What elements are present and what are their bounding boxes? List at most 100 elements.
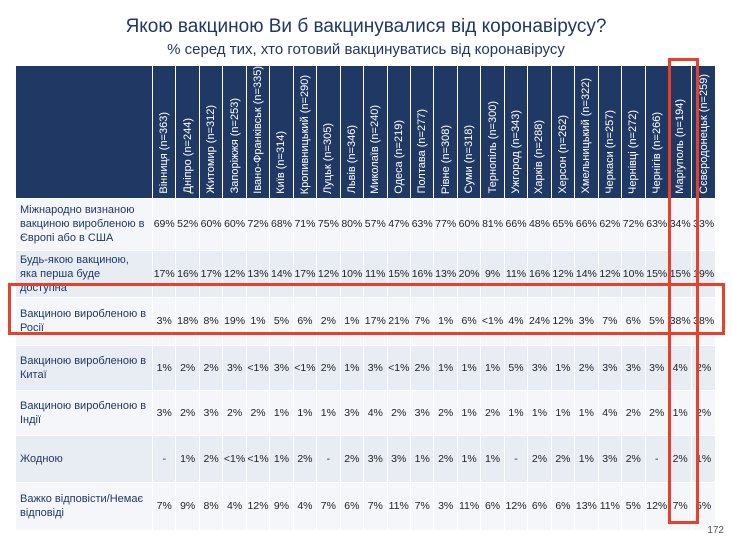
cell: 6% — [527, 481, 552, 531]
cell: 2% — [245, 389, 271, 436]
cell: 4% — [292, 481, 318, 531]
cell: 3% — [527, 344, 552, 391]
cell: 2% — [198, 344, 224, 391]
column-header: Рівне (n=308) — [433, 65, 458, 199]
cell: 66% — [574, 197, 599, 251]
cell: 7% — [409, 481, 435, 531]
corner-cell — [15, 65, 153, 199]
column-header-text: Чернігів (n=266) — [650, 112, 663, 194]
cell: 1% — [151, 344, 177, 391]
cell: 1% — [550, 389, 576, 436]
cell: 2% — [527, 434, 552, 483]
column-header-text: Запоріжжя (n=253) — [228, 98, 241, 194]
cell: 4% — [597, 389, 623, 436]
column-header: Ужгород (n=343) — [503, 65, 529, 199]
cell: 2% — [409, 344, 435, 391]
cell: 6% — [480, 481, 505, 531]
column-header: Хмельницький (n=322) — [574, 65, 599, 199]
cell: 4% — [667, 344, 693, 391]
cell: 3% — [198, 389, 224, 436]
column-header: Тернопіль (n=300) — [480, 65, 505, 199]
column-header: Івано-Франківськ (n=335) — [245, 65, 271, 199]
cell: 3% — [339, 389, 365, 436]
column-header-text: Чернівці (n=272) — [627, 109, 640, 194]
row: Жодною -1% 2% <1% <1% 1% 2% -2% 3% 3% 1% 2% 1% 1% -2% 2… — [15, 434, 716, 483]
page-number: 172 — [707, 525, 724, 536]
column-header-text: Суми (n=318) — [463, 125, 476, 194]
cell: 60% — [456, 197, 482, 251]
cell: 1% — [269, 434, 294, 483]
cell: 3% — [151, 389, 177, 436]
row-label: Міжнародно визнаною вакциною виробленою … — [15, 197, 153, 251]
title: Якою вакциною Ви б вакцинувалися від кор… — [125, 16, 607, 37]
row: Вакциною виробленою в Китаї 1% 2% 2% 3% <1% 3%… — [15, 344, 716, 391]
cell: 1% — [175, 434, 200, 483]
cell: 1% — [480, 344, 505, 391]
cell: 6% — [550, 481, 576, 531]
cell: 69% — [151, 197, 177, 251]
cell: 8% — [198, 481, 224, 531]
cell: <1% — [386, 344, 411, 391]
cell: 2% — [222, 389, 247, 436]
cell: 12% — [245, 481, 271, 531]
cell: - — [151, 434, 177, 483]
cell: 1% — [527, 389, 552, 436]
row-label: Вакциною виробленою в Росії — [15, 296, 153, 346]
column-header: Луцьк (n=305) — [316, 65, 341, 199]
cell: 2% — [198, 434, 224, 483]
cell: 2% — [621, 389, 646, 436]
row: Важко відповісти/Немає відповіді 7% 9% 8% 4%… — [15, 481, 716, 531]
column-header: Черкаси (n=257) — [597, 65, 623, 199]
cell: 5% — [691, 481, 716, 531]
cell: 80% — [339, 197, 365, 251]
cell: 65% — [550, 197, 576, 251]
cell: 3% — [386, 434, 411, 483]
cell: 1% — [480, 434, 505, 483]
cell: 6% — [339, 481, 365, 531]
column-header-text: Івано-Франківськ (n=335) — [252, 66, 265, 194]
column-header-text: Кропивницький (n=290) — [298, 74, 311, 194]
cell: 4% — [222, 481, 247, 531]
column-header: Чернігів (n=266) — [644, 65, 669, 199]
column-header: Суми (n=318) — [456, 65, 482, 199]
column-header: Житомир (n=312) — [198, 65, 224, 199]
cell: 3% — [363, 344, 388, 391]
column-header-text: Хмельницький (n=322) — [580, 78, 593, 194]
cell: 1% — [574, 389, 599, 436]
row-label: Жодною — [15, 434, 153, 483]
column-header-text: Полтава (n=277) — [416, 109, 429, 194]
cell: 11% — [386, 481, 411, 531]
column-header: Запоріжжя (n=253) — [222, 65, 247, 199]
cell: 75% — [316, 197, 341, 251]
cell: 2% — [175, 344, 200, 391]
column-header-text: Одеса (n=219) — [392, 119, 405, 194]
cell: 1% — [433, 344, 458, 391]
cell: 66% — [503, 197, 529, 251]
cell: 1% — [292, 389, 318, 436]
cell: 52% — [175, 197, 200, 251]
column-header-text: Вінниця (n=363) — [158, 112, 171, 194]
cell: 2% — [175, 389, 200, 436]
column-header-text: Луцьк (n=305) — [322, 122, 335, 194]
column-header-text: Дніпро (n=244) — [181, 118, 194, 194]
cell: 47% — [386, 197, 411, 251]
row: Міжнародно визнаною вакциною виробленою … — [15, 197, 716, 251]
column-header: Львів (n=346) — [339, 65, 365, 199]
cell: 2% — [339, 434, 365, 483]
cell: 34% — [667, 197, 693, 251]
cell: 11% — [597, 481, 623, 531]
cell: 1% — [269, 389, 294, 436]
column-header: Кропивницький (n=290) — [292, 65, 318, 199]
cell: <1% — [245, 434, 271, 483]
cell: 13% — [574, 481, 599, 531]
cell: 77% — [433, 197, 458, 251]
row: Вакциною виробленою в Індії 3% 2% 3% 2% 2% 1% 1… — [15, 389, 716, 436]
column-header: Миколаїв (n=240) — [363, 65, 388, 199]
column-header-text: Херсон (n=262) — [556, 115, 569, 194]
cell: 2% — [667, 434, 693, 483]
cell: 7% — [363, 481, 388, 531]
cell: 9% — [175, 481, 200, 531]
column-header: Київ (n=314) — [269, 65, 294, 199]
cell: 3% — [269, 344, 294, 391]
